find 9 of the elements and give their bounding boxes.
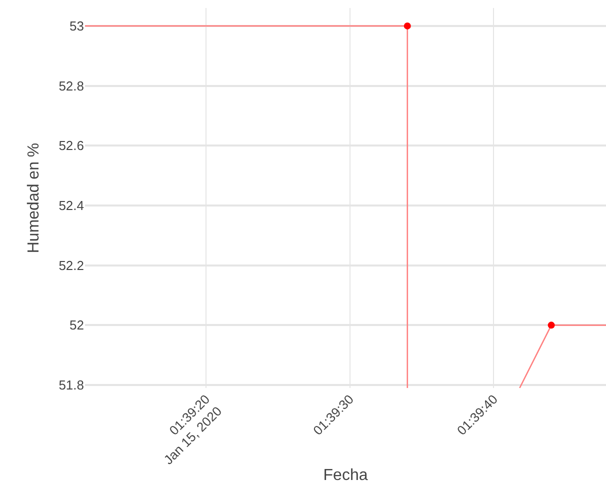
y-tick-label: 52.8 <box>58 78 84 94</box>
x-axis-title: Fecha <box>323 467 368 484</box>
y-tick-label: 52.4 <box>58 198 84 214</box>
y-tick-label: 52 <box>70 318 84 333</box>
y-tick-label: 52.6 <box>58 138 84 154</box>
y-tick-label: 51.8 <box>58 378 84 393</box>
y-tick-label: 53 <box>70 18 84 34</box>
y-axis-title: Humedad en % <box>26 142 43 254</box>
y-tick-label: 52.2 <box>58 258 84 273</box>
